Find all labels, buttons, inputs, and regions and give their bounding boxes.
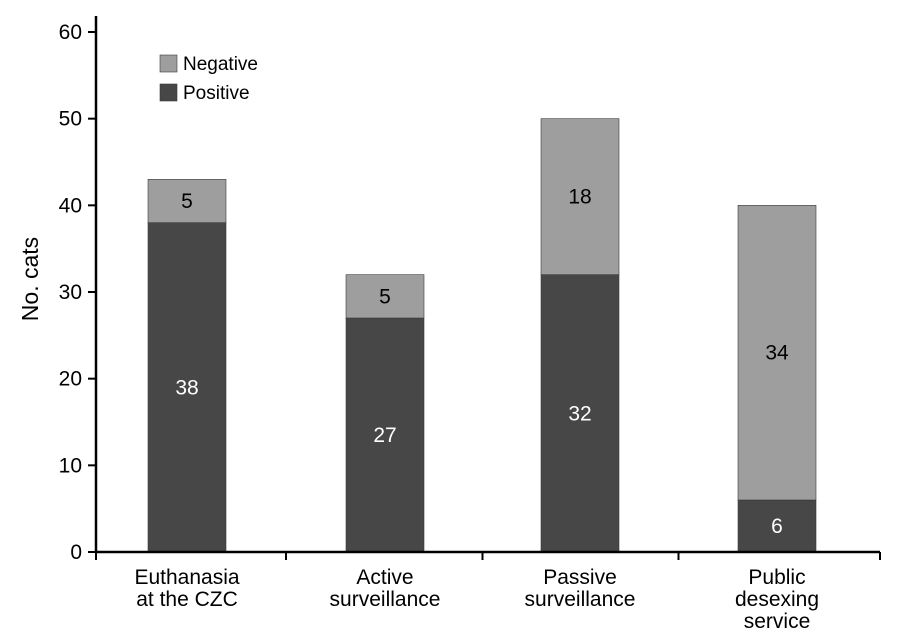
bars-layer <box>147 118 817 553</box>
y-axis-label: No. cats <box>17 237 43 321</box>
y-tick-label-10: 10 <box>59 454 82 477</box>
legend-swatch-negative <box>159 54 178 73</box>
data-label-negative-2: 5 <box>379 285 391 308</box>
bar-negative-4 <box>737 205 817 501</box>
data-label-positive-2: 27 <box>373 424 396 447</box>
legend-swatch-positive <box>159 83 178 102</box>
data-label-negative-1: 5 <box>181 190 193 213</box>
legend-label-negative: Negative <box>183 54 258 75</box>
y-tick-label-60: 60 <box>59 21 82 44</box>
y-tick-label-30: 30 <box>59 281 82 304</box>
data-label-positive-3: 32 <box>568 402 591 425</box>
y-tick-label-0: 0 <box>70 541 82 564</box>
data-label-negative-4: 34 <box>765 342 789 365</box>
axes-layer: 0 10 20 30 40 50 60 Euthanasia at the CZC Active s… <box>59 16 881 633</box>
bar-negative-1 <box>147 179 227 223</box>
y-tick-label-20: 20 <box>59 368 82 391</box>
legend-label-positive: Positive <box>183 83 250 104</box>
x-tick-label-4: Public desexing service <box>735 566 819 633</box>
bar-negative-3 <box>540 118 620 275</box>
data-label-negative-3: 18 <box>568 186 591 209</box>
data-label-positive-4: 6 <box>771 515 783 538</box>
y-tick-label-50: 50 <box>59 108 82 131</box>
y-tick-label-40: 40 <box>59 194 82 217</box>
bar-positive-3 <box>540 274 620 553</box>
x-tick-label-2: Active surveillance <box>330 566 441 611</box>
data-label-positive-1: 38 <box>175 376 198 399</box>
data-labels-layer: 38 5 27 5 32 18 6 34 <box>175 186 789 538</box>
x-tick-label-3: Passive surveillance <box>525 566 636 611</box>
bar-negative-2 <box>345 274 425 319</box>
legend: Negative Positive <box>159 54 258 104</box>
bar-positive-1 <box>147 222 227 553</box>
x-tick-label-1: Euthanasia at the CZC <box>134 566 239 611</box>
